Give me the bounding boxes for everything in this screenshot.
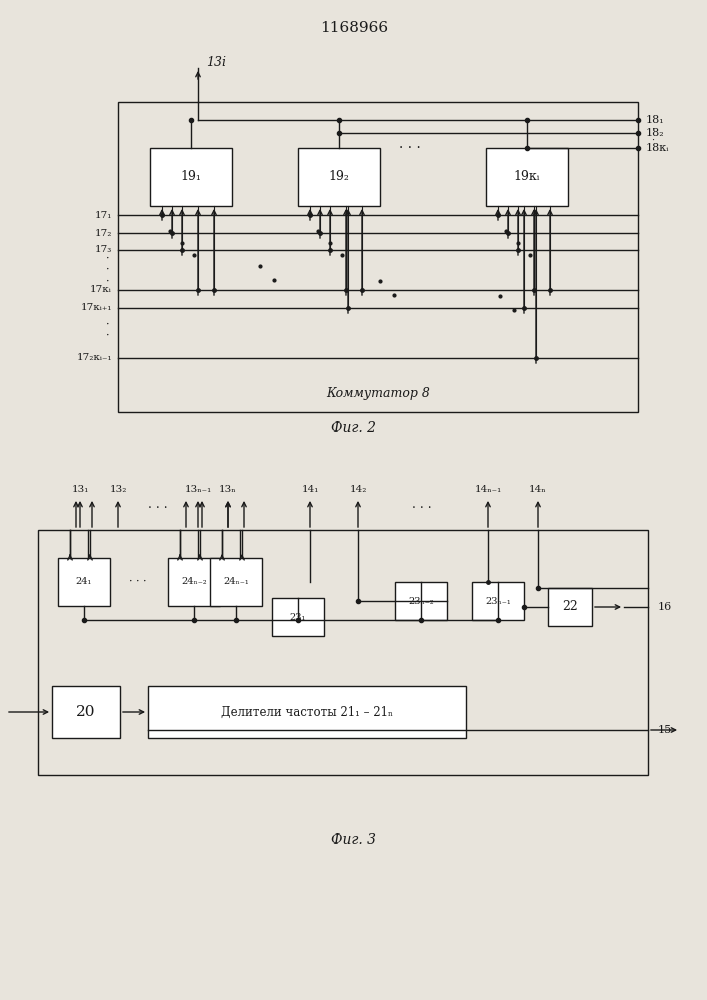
Text: · · ·: · · ·	[412, 502, 432, 514]
Text: 23ₙ₋₁: 23ₙ₋₁	[485, 596, 511, 605]
Bar	[150, 148, 232, 206]
Text: 17кᵢ: 17кᵢ	[90, 286, 112, 294]
Text: 17₁: 17₁	[95, 211, 112, 220]
Bar	[272, 598, 324, 636]
Text: 13ₙ: 13ₙ	[219, 486, 237, 494]
Bar	[168, 558, 220, 606]
Text: Коммутатор 8: Коммутатор 8	[326, 387, 430, 400]
Text: 19кᵢ: 19кᵢ	[514, 170, 540, 184]
Bar	[486, 148, 568, 206]
Text: ·
·: · ·	[107, 319, 110, 341]
Bar	[210, 558, 262, 606]
Text: 23₁: 23₁	[290, 612, 306, 621]
Bar	[548, 588, 592, 626]
Text: 18₂: 18₂	[646, 128, 665, 138]
Text: · · ·: · · ·	[399, 141, 421, 155]
Text: 24ₙ₋₂: 24ₙ₋₂	[181, 578, 207, 586]
Text: 13i: 13i	[206, 55, 226, 68]
Bar	[118, 102, 638, 412]
Text: · · ·: · · ·	[129, 577, 147, 587]
Text: 13₁: 13₁	[71, 486, 88, 494]
Text: 24₁: 24₁	[76, 578, 92, 586]
Text: 14ₙ₋₁: 14ₙ₋₁	[474, 486, 502, 494]
Text: Делители частоты 21₁ – 21ₙ: Делители частоты 21₁ – 21ₙ	[221, 706, 393, 718]
Text: 18кᵢ: 18кᵢ	[646, 143, 670, 153]
Text: 13ₙ₋₁: 13ₙ₋₁	[185, 486, 211, 494]
Text: 17₂: 17₂	[95, 229, 112, 237]
Text: 14₂: 14₂	[349, 486, 367, 494]
Bar	[472, 582, 524, 620]
Text: 23ₙ₋₂: 23ₙ₋₂	[408, 596, 434, 605]
Text: 19₂: 19₂	[329, 170, 349, 184]
Text: 14ₙ: 14ₙ	[529, 486, 547, 494]
Text: 14₁: 14₁	[301, 486, 319, 494]
Bar	[58, 558, 110, 606]
Bar	[38, 530, 648, 775]
Bar	[52, 686, 120, 738]
Bar	[148, 686, 466, 738]
Text: ·
·
·: · · ·	[651, 125, 654, 155]
Text: 16: 16	[658, 602, 672, 612]
Text: 1168966: 1168966	[320, 21, 388, 35]
Text: 17₃: 17₃	[95, 245, 112, 254]
Text: 18₁: 18₁	[646, 115, 665, 125]
Bar	[395, 582, 447, 620]
Text: 17кᵢ₊₁: 17кᵢ₊₁	[81, 304, 112, 312]
Text: Фиг. 2: Фиг. 2	[332, 421, 377, 435]
Text: 22: 22	[562, 600, 578, 613]
Bar	[298, 148, 380, 206]
Text: 24ₙ₋₁: 24ₙ₋₁	[223, 578, 249, 586]
Text: 15: 15	[658, 725, 672, 735]
Text: 19₁: 19₁	[180, 170, 201, 184]
Text: 13₂: 13₂	[110, 486, 127, 494]
Text: 20: 20	[76, 705, 95, 719]
Text: 17₂кᵢ₋₁: 17₂кᵢ₋₁	[76, 354, 112, 362]
Text: ·
·
·: · · ·	[107, 253, 110, 287]
Text: · · ·: · · ·	[148, 502, 168, 514]
Text: Фиг. 3: Фиг. 3	[332, 833, 377, 847]
